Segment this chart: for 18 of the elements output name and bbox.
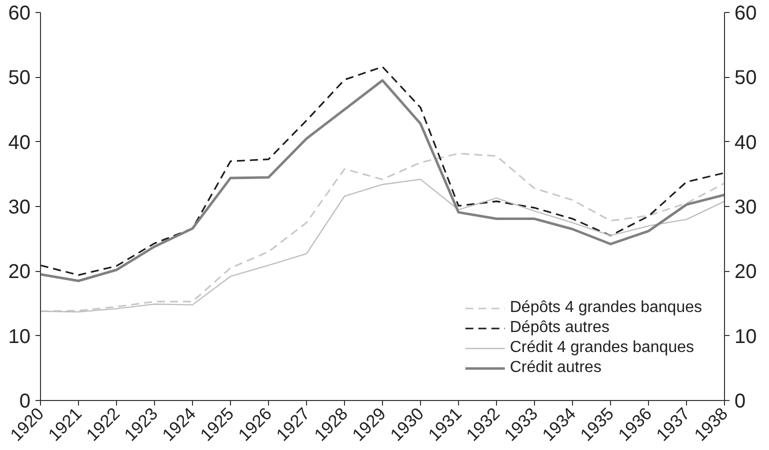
y2-tick-label: 60 (734, 2, 757, 24)
y2-tick-label: 20 (734, 261, 757, 284)
y-tick-label: 50 (8, 67, 31, 90)
y-tick-label: 30 (8, 196, 31, 218)
y-tick-label: 40 (8, 132, 31, 154)
y-tick-label: 60 (8, 2, 31, 24)
y2-tick-label: 30 (734, 196, 757, 218)
y2-tick-label: 50 (734, 67, 757, 90)
y2-tick-label: 0 (734, 390, 746, 412)
legend-label: Dépôts autres (510, 319, 610, 337)
y-tick-label: 0 (19, 390, 30, 412)
y-tick-label: 20 (8, 261, 31, 284)
legend-label: Crédit 4 grandes banques (510, 339, 694, 357)
y-tick-label: 10 (8, 326, 31, 348)
legend-label: Crédit autres (510, 359, 602, 377)
y2-tick-label: 10 (734, 326, 757, 348)
y2-tick-label: 40 (734, 132, 757, 154)
legend-label: Dépôts 4 grandes banques (510, 299, 702, 317)
